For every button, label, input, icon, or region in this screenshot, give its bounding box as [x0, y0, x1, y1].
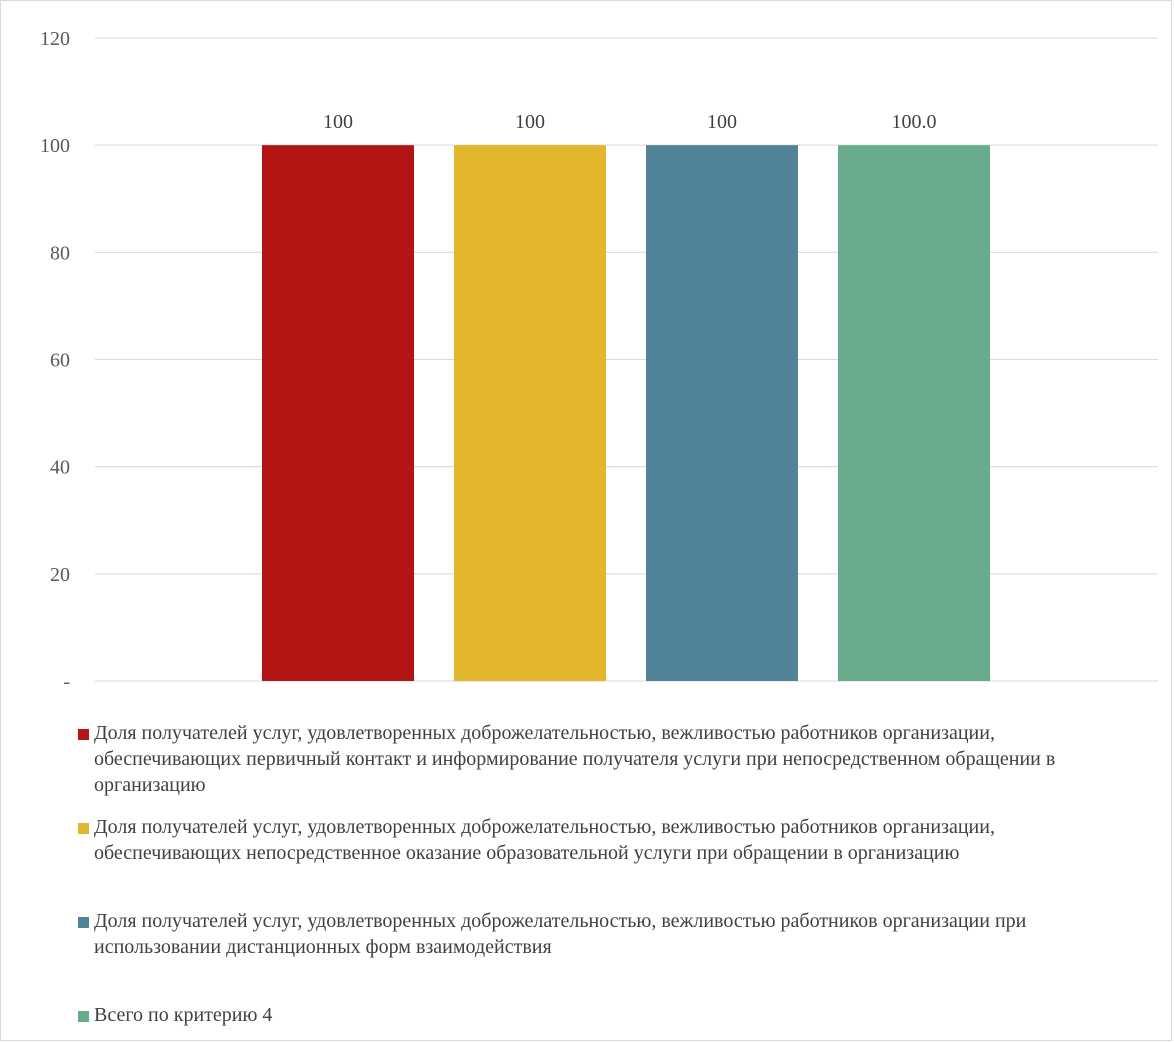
bar-chart: - 20 40 60 80 100 120 100 100 100 100.0	[40, 28, 1158, 693]
legend-swatch-1	[78, 729, 89, 740]
legend-label-1: Доля получателей услуг, удовлетворенных …	[94, 722, 1056, 796]
y-tick-label-5: 100	[40, 135, 70, 157]
data-label-1: 100	[323, 111, 353, 133]
legend-label-2: Доля получателей услуг, удовлетворенных …	[94, 816, 995, 864]
legend-label-3: Доля получателей услуг, удовлетворенных …	[94, 910, 1027, 958]
bar-3	[646, 145, 798, 681]
bar-2	[454, 145, 606, 681]
legend-item-2: Доля получателей услуг, удовлетворенных …	[78, 814, 1078, 866]
legend-label-4: Всего по критерию 4	[94, 1004, 273, 1026]
bar-1	[262, 145, 414, 681]
y-tick-label-2: 40	[50, 457, 70, 479]
data-label-4: 100.0	[892, 111, 937, 133]
y-axis-ticks: - 20 40 60 80 100 120	[40, 28, 70, 693]
legend-swatch-2	[78, 823, 89, 834]
y-tick-label-6: 120	[40, 28, 70, 50]
bar-4	[838, 145, 990, 681]
y-tick-label-3: 60	[50, 350, 70, 372]
y-tick-label-4: 80	[50, 242, 70, 264]
data-label-2: 100	[515, 111, 545, 133]
legend-item-4: Всего по критерию 4	[78, 1002, 1078, 1028]
data-label-3: 100	[707, 111, 737, 133]
legend-swatch-4	[78, 1011, 89, 1022]
bars	[262, 145, 990, 681]
legend-swatch-3	[78, 917, 89, 928]
legend-item-3: Доля получателей услуг, удовлетворенных …	[78, 908, 1078, 960]
data-labels: 100 100 100 100.0	[323, 111, 937, 133]
y-tick-label-0: -	[63, 671, 70, 693]
y-tick-label-1: 20	[50, 564, 70, 586]
gridlines	[95, 37, 1158, 682]
legend-item-1: Доля получателей услуг, удовлетворенных …	[78, 720, 1078, 798]
